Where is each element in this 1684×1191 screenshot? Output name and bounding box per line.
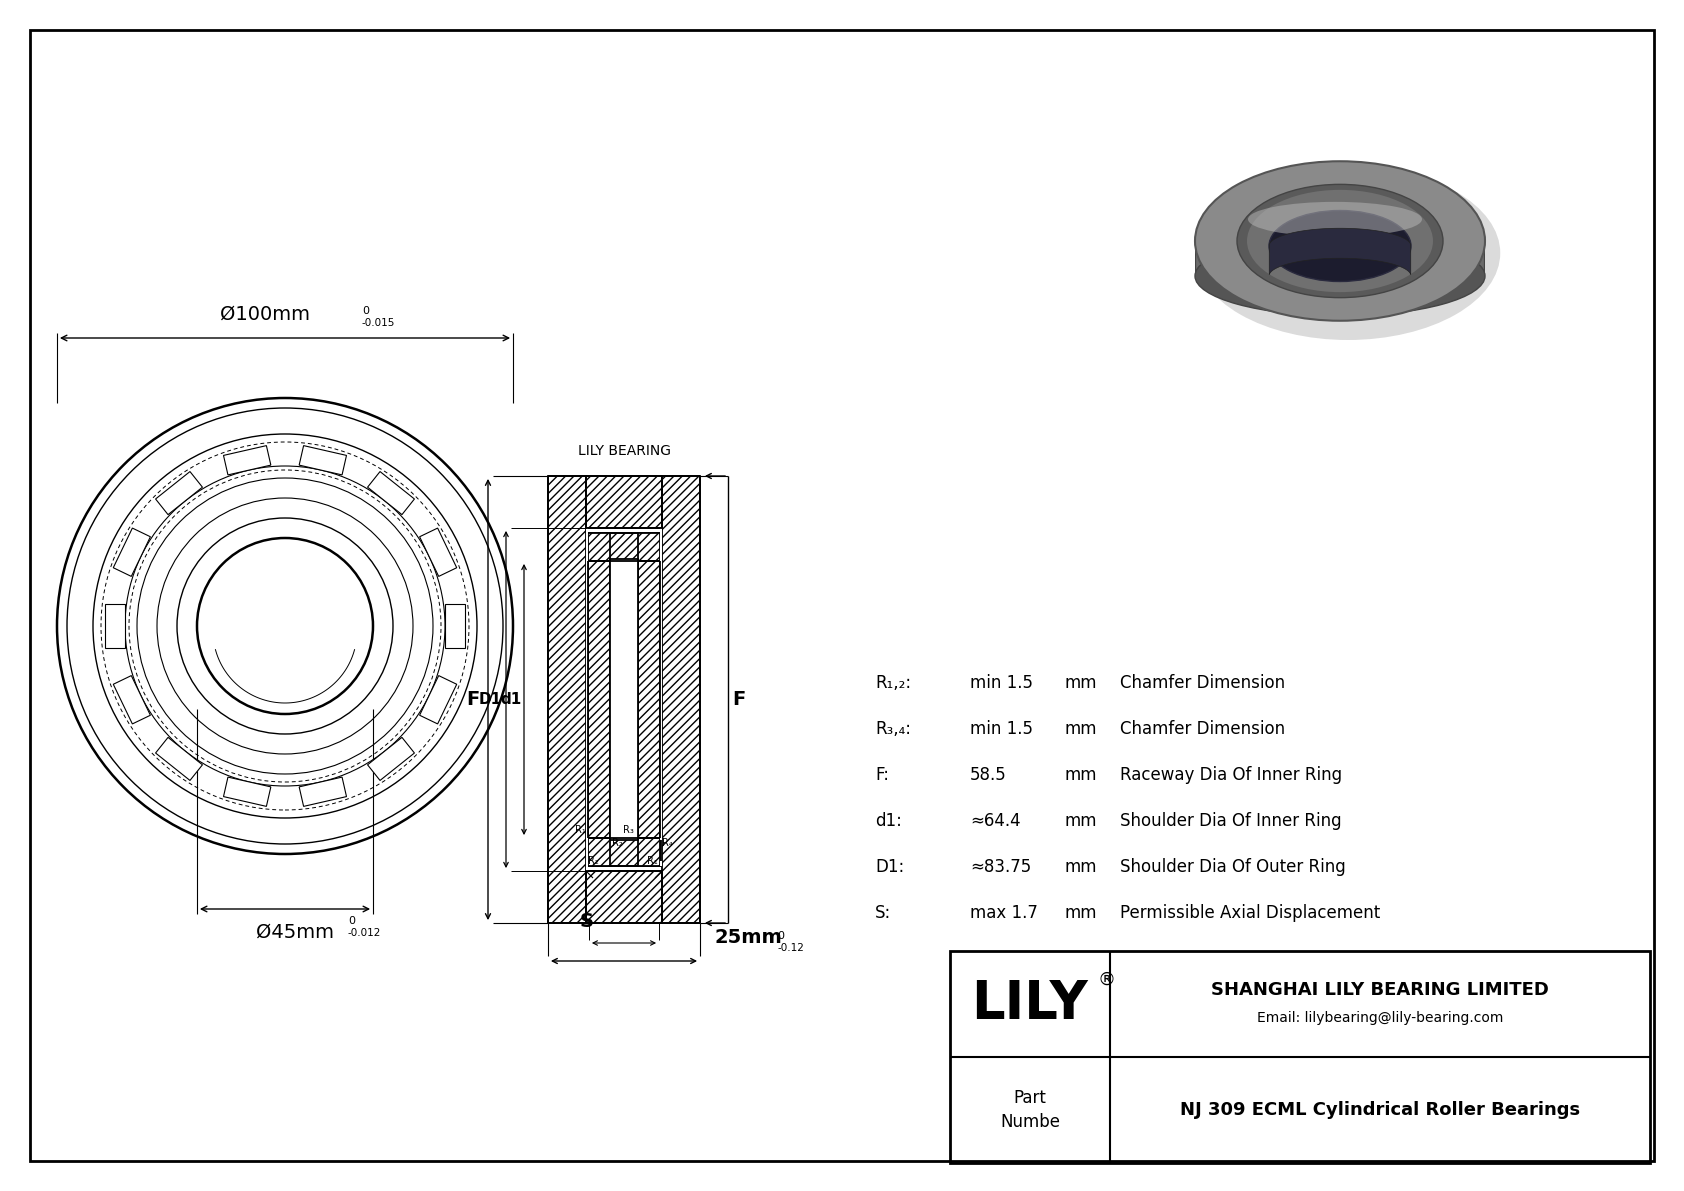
Text: -0.015: -0.015	[362, 318, 396, 328]
Polygon shape	[588, 838, 660, 866]
Text: Ø45mm: Ø45mm	[256, 923, 333, 942]
Text: R₂: R₂	[588, 856, 600, 866]
Text: 0: 0	[349, 916, 355, 925]
Text: R₃,₄:: R₃,₄:	[876, 721, 911, 738]
Text: F:: F:	[876, 766, 889, 784]
Text: 25mm: 25mm	[716, 928, 783, 947]
Text: ≈64.4: ≈64.4	[970, 812, 1021, 830]
Text: Chamfer Dimension: Chamfer Dimension	[1120, 674, 1285, 692]
Text: D1: D1	[478, 692, 502, 707]
Ellipse shape	[1270, 211, 1411, 281]
Bar	[660, 528, 662, 561]
Polygon shape	[547, 476, 586, 923]
Text: d1: d1	[500, 692, 522, 707]
Polygon shape	[586, 476, 662, 528]
Ellipse shape	[1246, 189, 1433, 292]
Text: -0.012: -0.012	[349, 928, 381, 939]
Text: R₁: R₁	[647, 856, 658, 866]
Text: R₂: R₂	[611, 838, 623, 848]
Text: F: F	[733, 690, 746, 709]
Text: S: S	[579, 912, 594, 931]
Ellipse shape	[1238, 185, 1443, 298]
Polygon shape	[419, 528, 456, 576]
Text: ≈83.75: ≈83.75	[970, 858, 1031, 877]
Text: R₁,₂:: R₁,₂:	[876, 674, 911, 692]
Text: NJ 309 ECML Cylindrical Roller Bearings: NJ 309 ECML Cylindrical Roller Bearings	[1180, 1100, 1580, 1120]
Polygon shape	[224, 445, 271, 475]
Polygon shape	[155, 737, 202, 780]
Polygon shape	[1196, 201, 1485, 273]
Bar	[586, 559, 588, 840]
Text: SHANGHAI LILY BEARING LIMITED: SHANGHAI LILY BEARING LIMITED	[1211, 981, 1549, 999]
Polygon shape	[300, 777, 347, 806]
Text: LILY BEARING: LILY BEARING	[578, 444, 670, 459]
Text: -0.12: -0.12	[776, 943, 803, 953]
Polygon shape	[300, 445, 347, 475]
Text: S:: S:	[876, 904, 891, 922]
Bar	[586, 819, 588, 871]
Text: Raceway Dia Of Inner Ring: Raceway Dia Of Inner Ring	[1120, 766, 1342, 784]
Bar	[660, 861, 662, 866]
Text: D1:: D1:	[876, 858, 904, 877]
Ellipse shape	[1196, 166, 1500, 339]
Polygon shape	[104, 604, 125, 648]
Text: mm: mm	[1064, 674, 1098, 692]
Text: 0: 0	[776, 931, 785, 941]
Text: mm: mm	[1064, 904, 1098, 922]
Text: R₁: R₁	[576, 825, 586, 835]
Text: 58.5: 58.5	[970, 766, 1007, 784]
Bar	[586, 528, 588, 561]
Polygon shape	[113, 675, 150, 724]
Polygon shape	[445, 604, 465, 648]
Polygon shape	[224, 777, 271, 806]
Text: 0: 0	[362, 306, 369, 316]
Text: ®: ®	[1098, 971, 1116, 989]
Polygon shape	[113, 528, 150, 576]
Bar	[660, 559, 662, 840]
Text: Shoulder Dia Of Outer Ring: Shoulder Dia Of Outer Ring	[1120, 858, 1346, 877]
Text: mm: mm	[1064, 721, 1098, 738]
Text: Chamfer Dimension: Chamfer Dimension	[1120, 721, 1285, 738]
Polygon shape	[586, 871, 662, 923]
Polygon shape	[588, 534, 610, 866]
Polygon shape	[367, 472, 414, 515]
Text: max 1.7: max 1.7	[970, 904, 1037, 922]
Polygon shape	[155, 472, 202, 515]
Polygon shape	[662, 476, 701, 923]
Bar	[610, 559, 638, 840]
Text: LILY: LILY	[972, 978, 1088, 1030]
Text: Shoulder Dia Of Inner Ring: Shoulder Dia Of Inner Ring	[1120, 812, 1342, 830]
Text: mm: mm	[1064, 812, 1098, 830]
Text: mm: mm	[1064, 858, 1098, 877]
Ellipse shape	[1196, 236, 1485, 316]
Text: R₃: R₃	[623, 825, 633, 835]
Text: min 1.5: min 1.5	[970, 721, 1032, 738]
Text: mm: mm	[1064, 766, 1098, 784]
Ellipse shape	[1248, 201, 1421, 237]
Polygon shape	[588, 534, 660, 561]
Text: F: F	[466, 690, 480, 709]
Polygon shape	[1270, 229, 1411, 274]
Text: d1:: d1:	[876, 812, 903, 830]
Text: Permissible Axial Displacement: Permissible Axial Displacement	[1120, 904, 1381, 922]
Text: R₄: R₄	[662, 838, 672, 848]
Polygon shape	[638, 534, 660, 866]
Ellipse shape	[1196, 161, 1485, 320]
Bar	[950, 950, 1650, 1162]
Polygon shape	[419, 675, 456, 724]
Text: Email: lilybearing@lily-bearing.com: Email: lilybearing@lily-bearing.com	[1256, 1011, 1504, 1025]
Text: Part
Numbe: Part Numbe	[1000, 1090, 1059, 1130]
Polygon shape	[367, 737, 414, 780]
Text: min 1.5: min 1.5	[970, 674, 1032, 692]
Text: Ø100mm: Ø100mm	[221, 305, 310, 324]
Bar	[586, 861, 588, 866]
